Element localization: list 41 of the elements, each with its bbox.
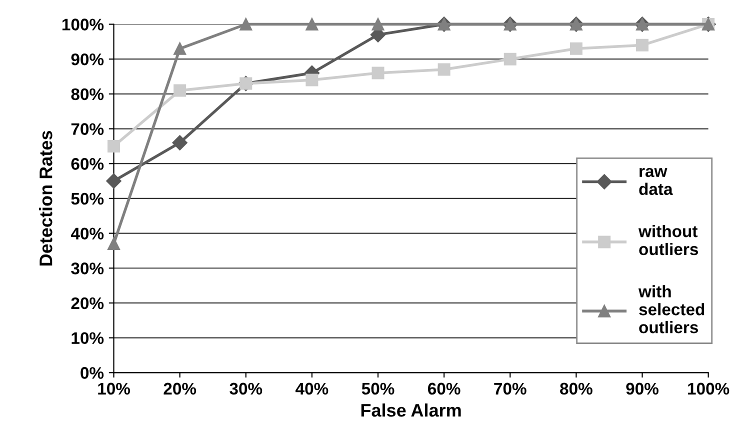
x-tick-label: 20% <box>164 382 196 395</box>
point <box>372 66 384 80</box>
y-tick-label: 0% <box>80 367 104 379</box>
x-tick-label: 50% <box>362 382 394 395</box>
point <box>636 38 648 52</box>
x-tick-label: 30% <box>230 382 262 395</box>
y-tick-label: 100% <box>62 18 104 30</box>
point <box>372 18 384 31</box>
legend-label: without outliers <box>638 224 698 256</box>
y-axis-title: Detection Rates <box>39 130 52 266</box>
y-tick-label: 10% <box>72 332 104 344</box>
point <box>108 140 120 152</box>
y-tick-label: 80% <box>71 88 104 100</box>
point <box>172 135 188 150</box>
point <box>438 63 450 76</box>
y-tick-label: 60% <box>71 158 104 170</box>
y-tick-label: 70% <box>71 123 104 135</box>
point <box>306 18 318 31</box>
legend-label: raw data <box>639 168 673 196</box>
point <box>306 74 318 86</box>
legend-label: with selected outliers <box>638 285 704 334</box>
x-tick-label: 60% <box>428 382 460 395</box>
y-tick-label: 40% <box>70 228 104 240</box>
x-tick-label: 70% <box>494 382 526 395</box>
point <box>174 42 186 55</box>
y-tick-label: 50% <box>71 192 104 205</box>
point <box>108 237 120 250</box>
x-tick-label: 10% <box>98 382 130 395</box>
point <box>174 84 186 97</box>
point <box>106 173 122 189</box>
point <box>240 18 252 31</box>
y-tick-label: 90% <box>71 53 104 66</box>
x-tick-label: 80% <box>560 382 592 395</box>
point <box>570 42 582 55</box>
x-axis-title: False Alarm <box>361 403 461 417</box>
y-tick-label: 30% <box>71 262 104 274</box>
x-tick-label: 40% <box>296 382 328 395</box>
x-tick-label: 90% <box>626 382 658 395</box>
y-tick-label: 20% <box>71 297 104 310</box>
x-tick-label: 100% <box>688 382 730 395</box>
point <box>504 52 516 66</box>
